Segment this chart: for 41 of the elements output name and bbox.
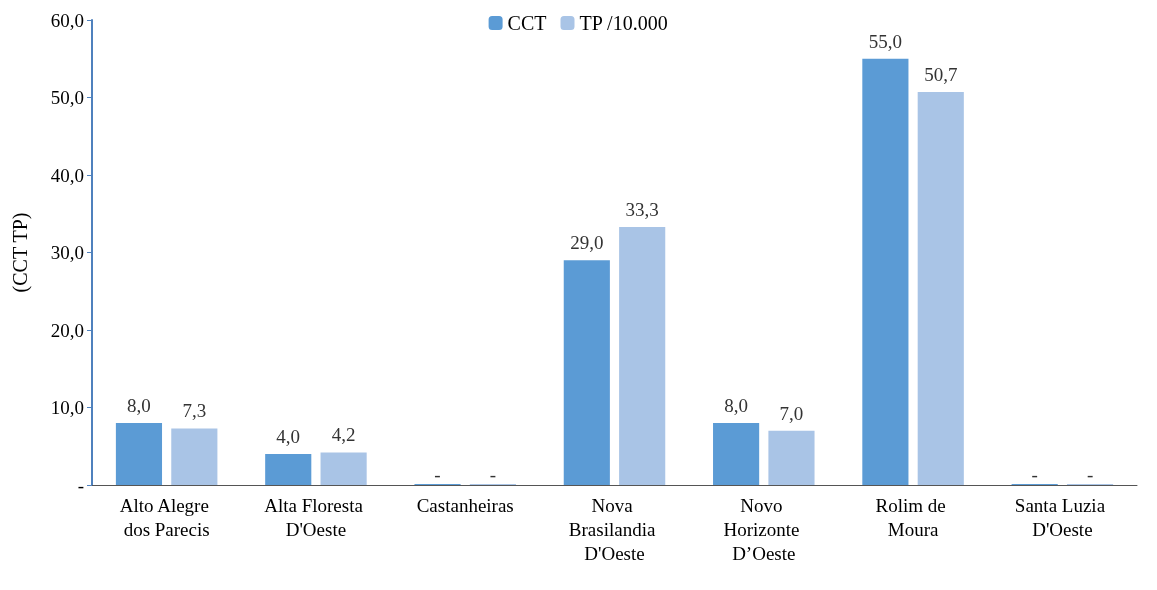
bar — [320, 452, 367, 485]
data-label: - — [489, 464, 497, 485]
data-label: 29,0 — [570, 232, 604, 254]
legend-label: CCT — [507, 12, 547, 34]
y-tick-label: 30,0 — [50, 242, 84, 263]
bar — [713, 423, 760, 485]
data-label: 50,7 — [924, 64, 958, 86]
data-label: 55,0 — [868, 30, 903, 52]
bar — [862, 58, 909, 485]
bar — [265, 454, 312, 485]
y-tick-label: - — [77, 474, 84, 496]
x-tick-label: Alto Alegre dos Parecis — [119, 494, 214, 540]
bar — [619, 226, 666, 485]
y-tick-label: 50,0 — [50, 87, 84, 108]
data-label: 7,3 — [182, 400, 207, 422]
x-tick-label: Nova Brasilandia D'Oeste — [568, 494, 661, 564]
x-tick-label: Novo Horizonte D’Oeste — [723, 494, 805, 564]
data-label: 4,2 — [331, 424, 356, 446]
data-label: - — [434, 464, 441, 485]
data-label: 33,3 — [625, 198, 659, 220]
data-label: 8,0 — [127, 395, 151, 416]
y-axis-title: (CCT TP) — [9, 212, 32, 293]
legend-label: TP /10.000 — [579, 12, 668, 34]
y-tick-label: 60,0 — [50, 9, 84, 31]
bar — [563, 260, 610, 485]
x-tick-label: Santa Luzia D'Oeste — [1014, 494, 1110, 540]
bar — [917, 92, 964, 485]
y-tick-label: 40,0 — [50, 164, 84, 186]
bar — [171, 428, 218, 485]
bar — [768, 430, 815, 485]
data-label: 7,0 — [779, 402, 804, 424]
data-label: 8,0 — [724, 395, 748, 416]
x-tick-label: Alta Floresta D'Oeste — [264, 494, 368, 540]
data-label: - — [1031, 464, 1038, 485]
y-tick-label: 10,0 — [50, 397, 84, 418]
x-tick-label: Castanheiras — [416, 494, 514, 516]
data-label: 4,0 — [276, 426, 301, 447]
y-tick-label: 20,0 — [50, 319, 84, 341]
x-tick-label: Rolim de Moura — [875, 494, 951, 540]
data-label: - — [1086, 464, 1094, 485]
bar — [115, 423, 163, 485]
